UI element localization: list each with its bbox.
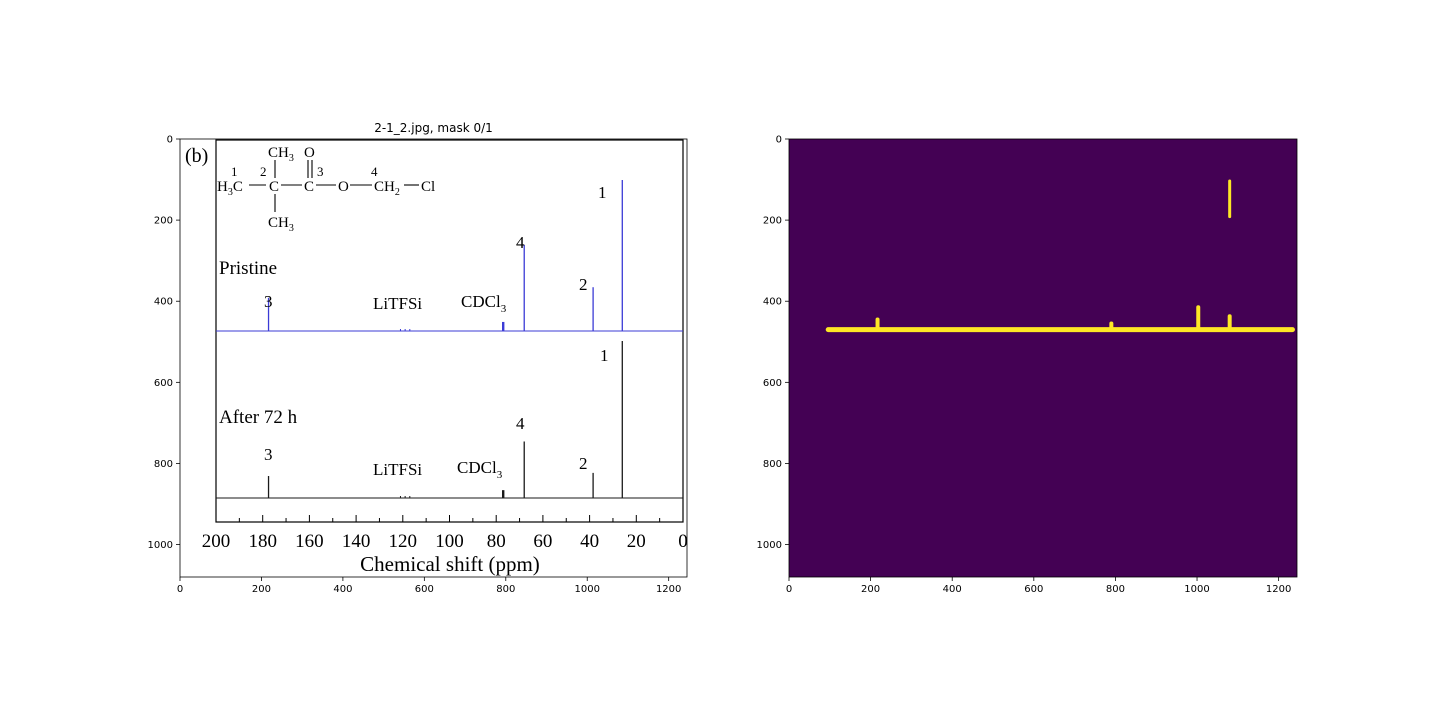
left-axes-frame bbox=[179, 138, 688, 578]
right-axes-frame bbox=[788, 138, 1298, 578]
pristine-peak-3-label: 3 bbox=[264, 292, 273, 311]
ppm-tick-label: 200 bbox=[202, 531, 231, 552]
pristine-peak-2-label: 2 bbox=[579, 275, 588, 294]
mask-background bbox=[789, 139, 1297, 577]
spectrum-marks bbox=[216, 180, 683, 499]
left-y-tick-label: 1000 bbox=[148, 540, 173, 551]
right-y-tick-label: 200 bbox=[763, 216, 782, 227]
left-y-tick-label: 600 bbox=[154, 378, 173, 389]
left-x-tick-label: 1000 bbox=[575, 584, 600, 595]
methyl-bottom-label: CH3 bbox=[268, 215, 294, 234]
ppm-tick-label: 180 bbox=[248, 531, 277, 552]
chlorine-label: Cl bbox=[421, 179, 435, 195]
right-y-tick-label: 600 bbox=[763, 378, 782, 389]
left-panel-background bbox=[180, 139, 687, 577]
ppm-tick-label: 120 bbox=[389, 531, 418, 552]
molecule-bonds bbox=[249, 160, 419, 212]
methylene-label: CH2 bbox=[374, 179, 400, 198]
molecule-number-4: 4 bbox=[371, 164, 378, 179]
left-x-tick-label: 0 bbox=[177, 584, 183, 595]
mask-peak-bump bbox=[1227, 314, 1232, 330]
right-x-tick-label: 0 bbox=[786, 584, 792, 595]
chemical-shift-axis-label: Chemical shift (ppm) bbox=[360, 552, 540, 576]
right-mask-panel: 0 200 400 600 800 1000 1200 0 200 400 600 800 1000 bbox=[757, 135, 1298, 596]
methyl-left-label: H3C bbox=[217, 179, 243, 198]
right-y-tick-label: 0 bbox=[776, 135, 782, 146]
left-x-tick-label: 400 bbox=[333, 584, 352, 595]
right-x-tick-label: 200 bbox=[861, 584, 880, 595]
mask-vertical-streak bbox=[1228, 179, 1232, 219]
quaternary-carbon-label: C bbox=[269, 179, 279, 195]
mask-peak-bump bbox=[1196, 305, 1201, 330]
ppm-tick-label: 60 bbox=[533, 531, 552, 552]
right-y-tick-label: 1000 bbox=[757, 540, 782, 551]
ppm-tick-label: 0 bbox=[678, 531, 688, 552]
left-x-tick-label: 800 bbox=[496, 584, 515, 595]
after-peak-1-label: 1 bbox=[600, 346, 609, 365]
ppm-tick-label: 80 bbox=[487, 531, 506, 552]
after-litfsi-label: LiTFSi bbox=[373, 460, 422, 479]
right-x-tick-label: 1200 bbox=[1266, 584, 1291, 595]
figure-title: 2-1_2.jpg, mask 0/1 bbox=[374, 121, 493, 135]
after-peak-2-label: 2 bbox=[579, 454, 588, 473]
right-y-tick-label: 400 bbox=[763, 297, 782, 308]
panel-label: (b) bbox=[185, 145, 208, 167]
pristine-litfsi-label: LiTFSi bbox=[373, 294, 422, 313]
left-x-tick-label: 600 bbox=[415, 584, 434, 595]
left-x-tick-label: 200 bbox=[252, 584, 271, 595]
pristine-peak-4-label: 4 bbox=[516, 233, 525, 252]
molecule-number-3: 3 bbox=[317, 164, 324, 179]
left-y-tick-label: 400 bbox=[154, 297, 173, 308]
ppm-tick-label: 40 bbox=[580, 531, 599, 552]
left-y-tick-label: 0 bbox=[167, 135, 173, 146]
ppm-tick-labels: 200 180 160 140 120 100 80 60 40 20 0 bbox=[202, 515, 688, 552]
molecule-number-2: 2 bbox=[260, 164, 267, 179]
left-y-tick-label: 800 bbox=[154, 459, 173, 470]
pristine-peak-1-label: 1 bbox=[598, 183, 607, 202]
ppm-tick-label: 20 bbox=[627, 531, 646, 552]
after-72h-label: After 72 h bbox=[219, 407, 298, 428]
ppm-tick-label: 140 bbox=[342, 531, 371, 552]
after-peak-4-label: 4 bbox=[516, 414, 525, 433]
carbonyl-oxygen-label: O bbox=[304, 145, 315, 161]
right-x-tick-label: 800 bbox=[1106, 584, 1125, 595]
mask-baseline-band bbox=[825, 327, 1295, 333]
molecule-structure: 1 2 3 4 CH3 O H3C C C O CH2 Cl CH3 bbox=[217, 145, 435, 234]
after-peak-3-label: 3 bbox=[264, 445, 273, 464]
molecule-number-1: 1 bbox=[231, 164, 238, 179]
right-x-tick-label: 600 bbox=[1024, 584, 1043, 595]
mask-shapes bbox=[825, 179, 1295, 333]
left-x-tick-label: 1200 bbox=[656, 584, 681, 595]
mask-peak-bump bbox=[1109, 321, 1114, 330]
carbonyl-carbon-label: C bbox=[304, 179, 314, 195]
right-axis-ticks: 0 200 400 600 800 1000 1200 0 200 400 600 800 1000 bbox=[757, 135, 1292, 596]
after-cdcl3-label: CDCl3 bbox=[457, 458, 503, 481]
pristine-label: Pristine bbox=[219, 258, 277, 279]
methyl-top-label: CH3 bbox=[268, 145, 294, 164]
right-x-tick-label: 1000 bbox=[1184, 584, 1209, 595]
pristine-cdcl3-label: CDCl3 bbox=[461, 292, 507, 315]
mask-peak-bump bbox=[875, 317, 880, 330]
left-image-panel: (b) 1 2 3 4 CH3 O H3C C C O CH2 Cl CH3 bbox=[148, 135, 688, 596]
right-x-tick-label: 400 bbox=[943, 584, 962, 595]
left-y-tick-label: 200 bbox=[154, 216, 173, 227]
ppm-tick-label: 100 bbox=[435, 531, 464, 552]
right-y-tick-label: 800 bbox=[763, 459, 782, 470]
ester-oxygen-label: O bbox=[338, 179, 349, 195]
ppm-tick-label: 160 bbox=[295, 531, 324, 552]
